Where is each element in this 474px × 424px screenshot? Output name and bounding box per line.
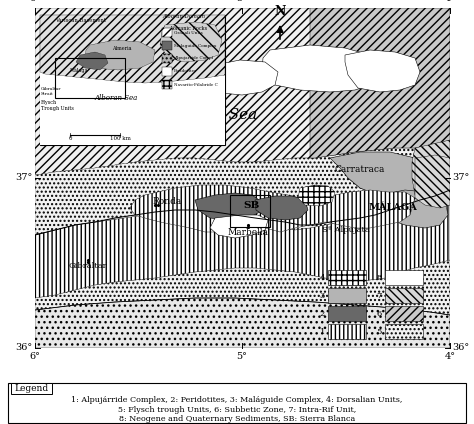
- Text: Gibraltar: Gibraltar: [69, 262, 107, 270]
- Polygon shape: [195, 193, 262, 220]
- Bar: [162, 41, 172, 50]
- Polygon shape: [35, 140, 450, 235]
- Bar: [162, 80, 172, 89]
- Polygon shape: [210, 215, 268, 238]
- Bar: [385, 306, 423, 321]
- Text: 0: 0: [68, 136, 72, 141]
- Polygon shape: [76, 52, 108, 70]
- Bar: [40, 65, 225, 145]
- Text: 8: Neogene and Quaternary Sediments, SB: Sierra Blanca: 8: Neogene and Quaternary Sediments, SB:…: [119, 415, 355, 423]
- Text: Alboran   Sea: Alboran Sea: [153, 108, 257, 122]
- Bar: [385, 324, 423, 339]
- Text: 4: 4: [319, 273, 325, 282]
- Polygon shape: [35, 8, 450, 175]
- Text: Almeria: Almeria: [112, 46, 131, 51]
- Polygon shape: [85, 40, 155, 70]
- Text: Flysch
Trough Units: Flysch Trough Units: [41, 100, 74, 111]
- Text: Variscan Basement: Variscan Basement: [55, 18, 106, 23]
- Text: 2: 2: [320, 310, 325, 318]
- Text: 4°: 4°: [445, 0, 456, 3]
- Polygon shape: [298, 185, 335, 206]
- Polygon shape: [330, 152, 440, 198]
- Text: N: N: [274, 5, 286, 18]
- Bar: [328, 306, 366, 321]
- Polygon shape: [412, 140, 450, 205]
- Bar: [40, 15, 225, 145]
- Text: MÁLAGA: MÁLAGA: [369, 204, 418, 212]
- Polygon shape: [130, 185, 415, 232]
- Bar: [162, 67, 172, 76]
- Text: 5: Flysch trough Units, 6: Subbetic Zone, 7: Intra-Rif Unit,: 5: Flysch trough Units, 6: Subbetic Zone…: [118, 406, 356, 414]
- Text: 5°: 5°: [237, 352, 247, 361]
- Text: 1: Alpujárride Complex, 2: Peridotites, 3: Maláguide Complex, 4: Dorsalian Units: 1: Alpujárride Complex, 2: Peridotites, …: [71, 396, 403, 404]
- Text: 6°: 6°: [29, 352, 40, 361]
- Polygon shape: [345, 50, 420, 92]
- Text: Gibraltar
Strait: Gibraltar Strait: [41, 87, 62, 96]
- Polygon shape: [160, 22, 222, 62]
- Polygon shape: [348, 160, 440, 198]
- Text: 36°: 36°: [452, 343, 469, 352]
- Bar: [162, 54, 172, 63]
- Text: Marbella: Marbella: [228, 228, 268, 237]
- Polygon shape: [35, 298, 450, 348]
- Polygon shape: [255, 196, 308, 220]
- Text: 4°: 4°: [445, 352, 456, 361]
- Text: Navarito-Filabride C: Navarito-Filabride C: [174, 83, 218, 86]
- Text: 6: 6: [377, 310, 382, 318]
- Bar: [328, 270, 366, 285]
- Text: 36°: 36°: [15, 343, 32, 352]
- Polygon shape: [35, 200, 450, 298]
- Text: 1: 1: [319, 327, 325, 335]
- Text: 37°: 37°: [452, 173, 469, 182]
- Bar: [385, 270, 423, 285]
- Text: Málaga: Málaga: [70, 67, 89, 73]
- Polygon shape: [415, 155, 450, 208]
- Bar: [328, 288, 366, 303]
- Text: Alboran Sea: Alboran Sea: [95, 94, 138, 102]
- Text: Legend: Legend: [15, 384, 49, 393]
- Polygon shape: [210, 60, 278, 95]
- Bar: [162, 28, 172, 37]
- Polygon shape: [40, 15, 225, 83]
- Text: Alboran Domain: Alboran Domain: [162, 14, 205, 19]
- Text: Peridotites: Peridotites: [174, 70, 197, 73]
- FancyBboxPatch shape: [11, 383, 53, 394]
- Text: Sª Alpujata: Sª Alpujata: [322, 226, 370, 234]
- Text: 3: 3: [319, 292, 325, 299]
- Text: SB: SB: [244, 201, 260, 209]
- Bar: [230, 195, 270, 227]
- Text: 100 km: 100 km: [109, 136, 130, 141]
- Text: 5°: 5°: [237, 0, 247, 3]
- Polygon shape: [35, 190, 450, 348]
- Text: 6°: 6°: [29, 0, 40, 3]
- Polygon shape: [310, 8, 450, 158]
- Polygon shape: [262, 45, 375, 92]
- Text: 7: 7: [377, 292, 382, 299]
- Text: 5: 5: [377, 327, 382, 335]
- Text: Carratraca: Carratraca: [335, 165, 385, 175]
- Bar: [385, 288, 423, 303]
- Text: Granali Units: Granali Units: [174, 31, 203, 34]
- Text: 37°: 37°: [15, 173, 32, 182]
- Text: Alpujarride Compl: Alpujarride Compl: [174, 56, 213, 61]
- Text: 8: 8: [377, 273, 382, 282]
- Polygon shape: [375, 190, 448, 228]
- Bar: [328, 324, 366, 339]
- Text: Volcanic Rocks: Volcanic Rocks: [170, 26, 207, 31]
- Bar: [55, 58, 125, 98]
- Text: Ronda: Ronda: [152, 198, 181, 206]
- Text: Malaguide Complex: Malaguide Complex: [174, 44, 216, 47]
